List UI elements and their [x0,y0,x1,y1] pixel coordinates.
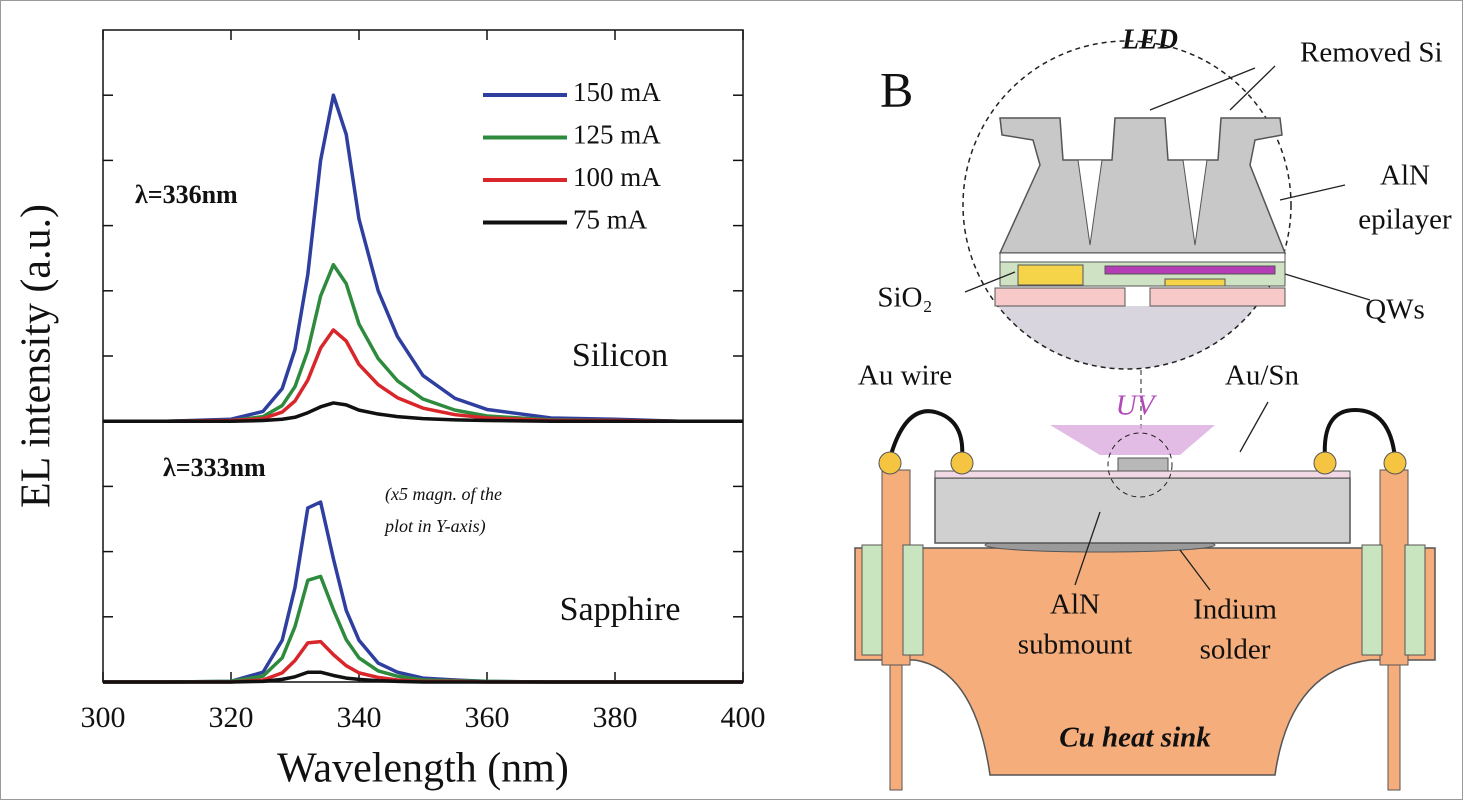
x-axis-title: Wavelength (nm) [277,746,569,792]
annotation: plot in Y-axis) [383,516,486,537]
annotation: (x5 magn. of the [385,484,502,505]
pad [1150,288,1285,306]
x-tick-label: 320 [209,701,254,734]
x-tick-label: 300 [81,701,126,734]
contact [1165,279,1225,286]
sio2-label: SiO₂ [877,282,932,314]
annotation: Silicon [572,337,668,374]
chart: 300 320 340 360 380 400 150 mA 125 mA 100 mA 75 m… [14,30,766,792]
diagram: B [855,24,1452,790]
bond-ball [951,452,973,474]
annotation: Sapphire [560,591,681,628]
aln-submount-label: submount [1018,629,1132,661]
aln-submount-label: AlN [1050,589,1100,621]
uv-cone [1050,425,1215,455]
pad [995,288,1125,306]
series-line [103,642,743,682]
aln-submount [935,478,1350,543]
series-line [103,403,743,421]
au-wire [1325,410,1395,458]
au-sn-layer [935,471,1350,478]
y-axis-title: EL intensity (a.u.) [14,204,60,508]
indium-solder-label: Indium [1193,594,1277,626]
bond-ball [879,452,901,474]
insulator [903,545,923,655]
insulator [1405,545,1425,655]
panel-label: B [880,61,913,117]
cu-heat-sink-label: Cu heat sink [1059,722,1211,754]
bond-ball [1314,452,1336,474]
uv-label: UV [1116,390,1158,422]
indium-solder-label: solder [1200,634,1271,666]
legend-label: 150 mA [573,77,661,107]
led-chip [1118,458,1168,471]
qws-layer [1105,266,1275,274]
figure: 300 320 340 360 380 400 150 mA 125 mA 100 mA 75 m… [0,0,1463,800]
post-leg [1388,665,1400,790]
insulator [862,545,882,655]
au-sn-label: Au/Sn [1225,360,1300,392]
qws-label: QWs [1365,294,1425,326]
removed-si-label: Removed Si [1300,37,1443,69]
insulator [1362,545,1382,655]
annotation: λ=336nm [135,180,238,209]
post [1380,470,1408,665]
au-wire [890,411,962,458]
au-wire-label: Au wire [858,360,952,392]
x-tick-label: 360 [465,701,510,734]
aln-epilayer-label: AlN [1380,160,1430,192]
x-tick-label: 380 [593,701,638,734]
x-tick-label: 400 [721,701,766,734]
page: { "chart_data": { "type": "line", "x_lab… [0,0,1463,800]
post-leg [890,665,902,790]
led-label: LED [1121,24,1178,55]
bond-ball [1384,452,1406,474]
aln-epilayer [1000,118,1285,253]
legend-label: 125 mA [573,120,661,150]
aln-epilayer-label: epilayer [1358,204,1452,236]
legend-label: 75 mA [573,205,648,235]
legend-label: 100 mA [573,162,661,192]
annotation: λ=333nm [163,453,266,482]
contact [1018,265,1083,285]
x-tick-label: 340 [337,701,382,734]
layer [1000,253,1285,262]
